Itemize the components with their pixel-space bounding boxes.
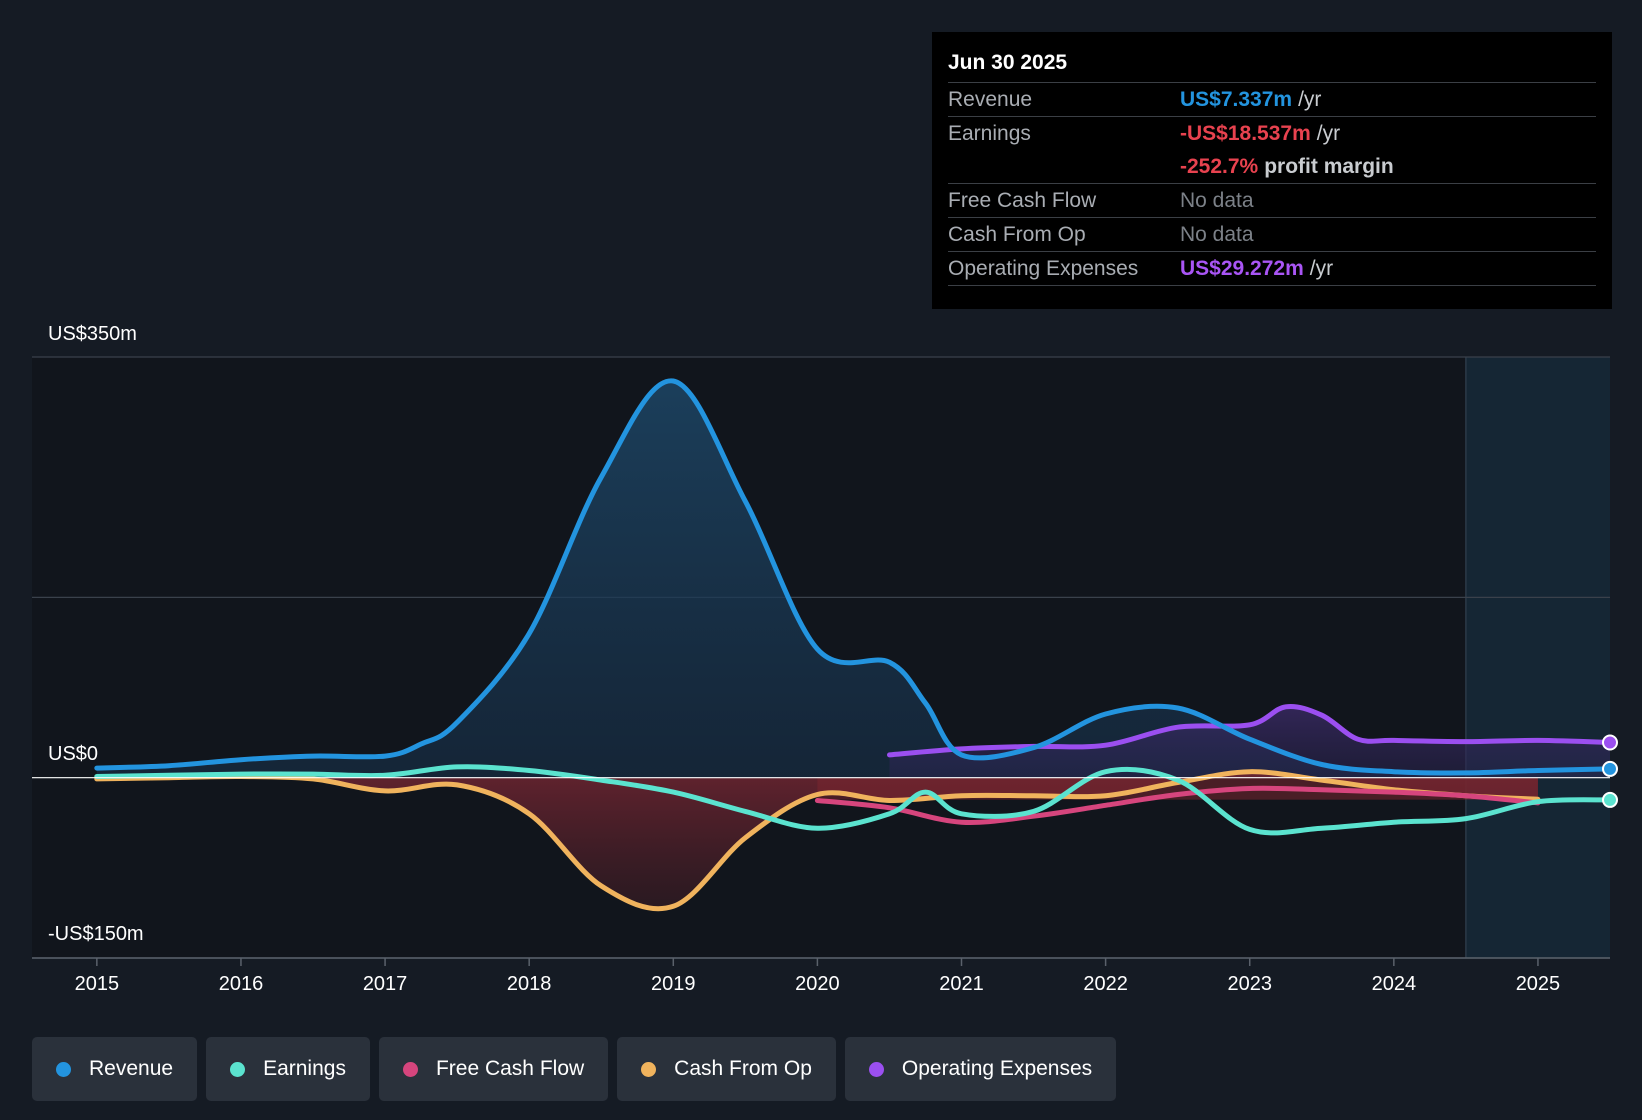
legend-label-free-cash-flow: Free Cash Flow: [435, 1057, 585, 1080]
x-tick-label: 2017: [363, 973, 408, 995]
tooltip-revenue-valuewrap: US$7.337m/yr: [1180, 83, 1321, 116]
y-label-bottom: -US$150m: [48, 923, 144, 945]
tooltip-earnings-label: Earnings: [948, 122, 1031, 145]
x-tick-label: 2021: [939, 973, 984, 995]
x-tick-label: 2023: [1227, 973, 1272, 995]
tooltip-date: Jun 30 2025: [948, 48, 1596, 83]
opex-end-dot: [1602, 734, 1618, 751]
x-tick-label: 2020: [795, 973, 840, 995]
tooltip-margin-spacer: [948, 150, 1180, 183]
tooltip-row-earnings: Earnings -US$18.537m/yr: [948, 117, 1596, 150]
x-tick-label: 2015: [75, 973, 120, 995]
x-tick-label: 2019: [651, 973, 696, 995]
legend-item-free-cash-flow[interactable]: Free Cash Flow: [378, 1037, 609, 1101]
tooltip-earnings-value: -US$18.537m: [1180, 122, 1311, 145]
tooltip-row-margin: -252.7% profit margin: [948, 150, 1596, 184]
tooltip-row-opex: Operating Expenses US$29.272m/yr: [948, 252, 1596, 286]
tooltip-revenue-value: US$7.337m: [1180, 88, 1293, 111]
revenue-end-dot: [1602, 760, 1618, 777]
y-label-top: US$350m: [48, 323, 137, 345]
earnings-line: [94, 764, 1610, 836]
tooltip-row-fcf: Free Cash Flow No data: [948, 184, 1596, 218]
opex-area: [889, 706, 1610, 778]
tooltip-fcf-label: Free Cash Flow: [948, 189, 1097, 212]
forecast-region: [1465, 357, 1610, 958]
legend-item-revenue[interactable]: Revenue: [32, 1037, 198, 1101]
x-axis-ticks: 2015 2016 2017 2018 2019 2020 2021 2022 2023 2024…: [32, 957, 1610, 995]
tooltip-opex-unit: /yr: [1309, 257, 1334, 280]
legend-item-operating-expenses[interactable]: Operating Expenses: [844, 1037, 1117, 1101]
tooltip-row-revenue: Revenue US$7.337m/yr: [948, 83, 1596, 117]
fcf-line: [814, 785, 1541, 825]
legend-label-cash-from-op: Cash From Op: [674, 1057, 812, 1080]
tooltip-opex-label: Operating Expenses: [948, 257, 1139, 280]
tooltip-revenue-unit: /yr: [1298, 88, 1322, 111]
legend-label-revenue: Revenue: [89, 1057, 174, 1080]
tooltip-cfo-value: No data: [1180, 223, 1254, 246]
x-tick-label: 2018: [507, 973, 552, 995]
legend: Revenue Earnings Free Cash Flow Cash Fro…: [32, 1037, 1117, 1101]
tooltip-row-cfo: Cash From Op No data: [948, 218, 1596, 252]
tooltip-revenue-label: Revenue: [948, 88, 1033, 111]
y-label-zero: US$0: [48, 743, 98, 765]
revenue-area: [96, 380, 1610, 778]
tooltip-opex-valuewrap: US$29.272m/yr: [1180, 252, 1333, 285]
revenue-line: [94, 378, 1610, 776]
tooltip-opex-value: US$29.272m: [1180, 257, 1304, 280]
tooltip-margin-wrap: -252.7% profit margin: [1180, 150, 1394, 183]
x-tick-label: 2016: [219, 973, 264, 995]
tooltip-earnings-valuewrap: -US$18.537m/yr: [1180, 117, 1340, 150]
tooltip-earnings-unit: /yr: [1316, 122, 1341, 145]
earnings-end-dot: [1602, 791, 1618, 808]
cash-from-op-dot-icon: [641, 1061, 657, 1077]
x-tick-label: 2022: [1083, 973, 1128, 995]
tooltip: Jun 30 2025 Revenue US$7.337m/yr Earning…: [932, 32, 1612, 309]
legend-item-cash-from-op[interactable]: Cash From Op: [617, 1037, 836, 1101]
free-cash-flow-dot-icon: [402, 1061, 418, 1077]
legend-label-operating-expenses: Operating Expenses: [901, 1057, 1093, 1080]
revenue-dot-icon: [56, 1061, 71, 1077]
legend-item-earnings[interactable]: Earnings: [206, 1037, 370, 1101]
legend-label-earnings: Earnings: [263, 1057, 346, 1080]
cfo-line: [94, 769, 1541, 912]
x-tick-label: 2024: [1372, 973, 1417, 995]
tooltip-cfo-label: Cash From Op: [948, 223, 1086, 246]
series-lines: [94, 378, 1610, 912]
tooltip-fcf-value: No data: [1180, 189, 1254, 212]
operating-expenses-dot-icon: [868, 1061, 884, 1077]
x-tick-label: 2025: [1516, 973, 1561, 995]
tooltip-margin-text: profit margin: [1264, 155, 1394, 178]
earnings-dot-icon: [230, 1061, 246, 1077]
end-dots: [1602, 734, 1618, 808]
tooltip-margin-value: -252.7%: [1180, 155, 1259, 178]
